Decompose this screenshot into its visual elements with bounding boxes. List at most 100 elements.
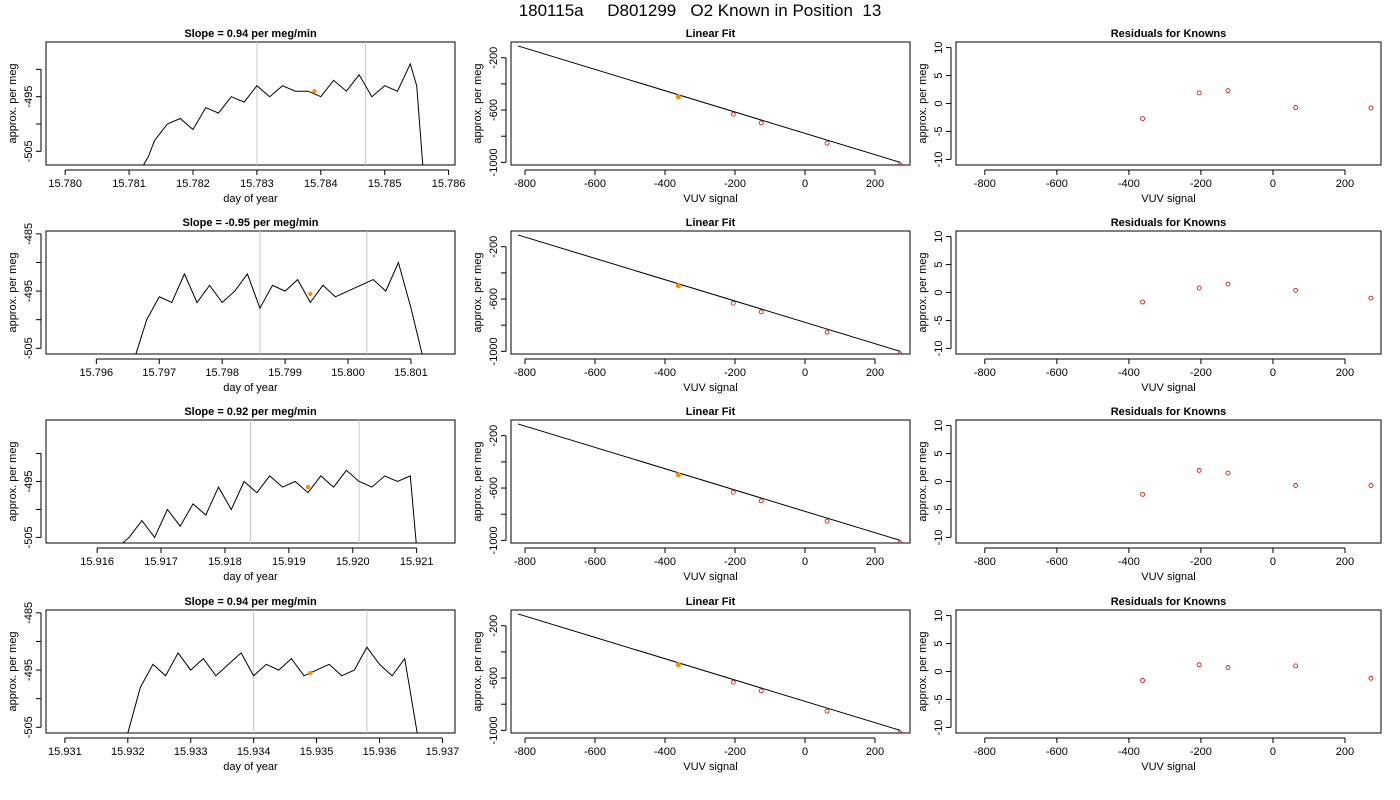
plot-area (517, 423, 903, 543)
plot-frame (510, 419, 911, 544)
x-tick-label: -600 (1046, 556, 1068, 568)
y-tick-label: -600 (488, 288, 500, 310)
y-tick-label: -495 (23, 659, 35, 681)
y-tick-label: 0 (933, 478, 945, 484)
y-tick-label: -505 (23, 716, 35, 738)
fit-line (517, 613, 901, 731)
y-tick-label: -200 (488, 236, 500, 258)
y-axis-label: approx. per meg (7, 441, 19, 521)
y-tick-label: 5 (933, 450, 945, 456)
y-tick-label: -200 (488, 425, 500, 447)
known-point (730, 111, 736, 117)
plot-frame (510, 609, 911, 734)
x-axis-label: day of year (223, 761, 278, 773)
y-tick-label: 0 (933, 289, 945, 295)
x-tick-label: -400 (654, 556, 676, 568)
known-point (730, 489, 736, 495)
y-tick-label: -495 (23, 280, 35, 302)
known-point (758, 309, 764, 315)
y-axis-label: approx. per meg (472, 252, 484, 332)
residual-point (1293, 663, 1299, 669)
x-tick-label: 15.934 (237, 746, 271, 758)
x-axis-label: VUV signal (683, 571, 737, 583)
y-axis-label: approx. per meg (472, 441, 484, 521)
chart-title: Linear Fit (686, 596, 736, 608)
chart-panel-10: Residuals for Knowns -800 -600 -400 -200 0 200… (917, 217, 1382, 394)
x-tick-label: 15.917 (144, 556, 178, 568)
y-tick-label: -505 (23, 526, 35, 548)
known-point (730, 300, 736, 306)
x-tick-label: 15.798 (205, 367, 239, 379)
x-tick-label: -200 (1190, 178, 1212, 190)
plot-area (121, 420, 417, 543)
x-tick-label: 15.785 (368, 178, 402, 190)
x-tick-label: 200 (866, 746, 884, 758)
x-tick-label: 15.800 (331, 367, 365, 379)
x-tick-label: 200 (866, 178, 884, 190)
plot-frame (510, 41, 911, 166)
x-tick-label: 0 (1270, 178, 1276, 190)
x-tick-label: 200 (866, 556, 884, 568)
y-tick-label: -1000 (488, 526, 500, 554)
residual-point (1196, 467, 1202, 473)
x-tick-label: -200 (1190, 746, 1212, 758)
y-tick-label: -495 (23, 470, 35, 492)
x-tick-label: -200 (1190, 556, 1212, 568)
y-tick-label: -200 (488, 615, 500, 637)
y-axis-label: approx. per meg (917, 252, 929, 332)
chart-panel-7: Linear Fit -800 -600 -400 -200 0 200 VUV signal… (472, 406, 911, 583)
y-tick-label: -200 (488, 47, 500, 69)
chart-panel-4: Slope = 0.94 per meg/min 15.931 15.932 15.9… (7, 596, 459, 773)
chart-title: Linear Fit (686, 406, 736, 418)
x-tick-label: -400 (1118, 746, 1140, 758)
x-tick-label: 15.918 (208, 556, 242, 568)
x-tick-label: -200 (724, 556, 746, 568)
x-tick-label: -600 (584, 178, 606, 190)
y-tick-label: -1000 (488, 337, 500, 365)
residual-point (1293, 105, 1299, 110)
chart-title: Slope = 0.94 per meg/min (184, 596, 317, 608)
x-tick-label: 15.783 (240, 178, 274, 190)
plot-area (1140, 467, 1374, 497)
x-tick-label: -400 (654, 178, 676, 190)
x-tick-label: -200 (724, 367, 746, 379)
chart-title: Linear Fit (686, 28, 736, 40)
x-tick-label: -600 (1046, 367, 1068, 379)
y-tick-label: -485 (23, 602, 35, 624)
chart-panel-2: Slope = -0.95 per meg/min 15.796 15.797 15.… (7, 217, 456, 394)
known-point (730, 679, 736, 685)
x-tick-label: -800 (974, 367, 996, 379)
chart-title: Slope = 0.94 per meg/min (184, 28, 317, 40)
residual-point (1196, 662, 1202, 668)
x-axis-label: VUV signal (1141, 382, 1195, 394)
y-tick-label: -5 (933, 316, 945, 326)
known-point (824, 329, 830, 335)
x-tick-label: 15.932 (111, 746, 145, 758)
known-point (897, 351, 903, 354)
x-tick-label: 0 (802, 178, 808, 190)
x-tick-label: 0 (1270, 367, 1276, 379)
x-tick-label: 15.799 (268, 367, 302, 379)
chart-panel-5: Linear Fit -800 -600 -400 -200 0 200 VUV signal… (472, 28, 911, 205)
signal-trace (135, 261, 423, 354)
x-tick-label: -800 (974, 556, 996, 568)
x-tick-label: 15.919 (272, 556, 306, 568)
x-tick-label: 200 (1336, 367, 1354, 379)
residual-point (1225, 88, 1231, 94)
fit-line (517, 45, 901, 163)
y-tick-label: -5 (933, 127, 945, 137)
y-tick-label: -10 (933, 151, 945, 167)
x-axis-label: day of year (223, 571, 278, 583)
fit-line (517, 423, 901, 541)
x-tick-label: 200 (1336, 178, 1354, 190)
plot-area (127, 610, 418, 733)
page-title: 180115a D801299 O2 Known in Position 13 (518, 1, 882, 20)
x-axis-label: day of year (223, 382, 278, 394)
x-tick-label: 15.933 (174, 746, 208, 758)
known-point (675, 662, 681, 668)
plot-frame (510, 230, 911, 355)
known-point (758, 120, 764, 126)
plot-area (142, 42, 424, 165)
x-tick-label: -200 (1190, 367, 1212, 379)
